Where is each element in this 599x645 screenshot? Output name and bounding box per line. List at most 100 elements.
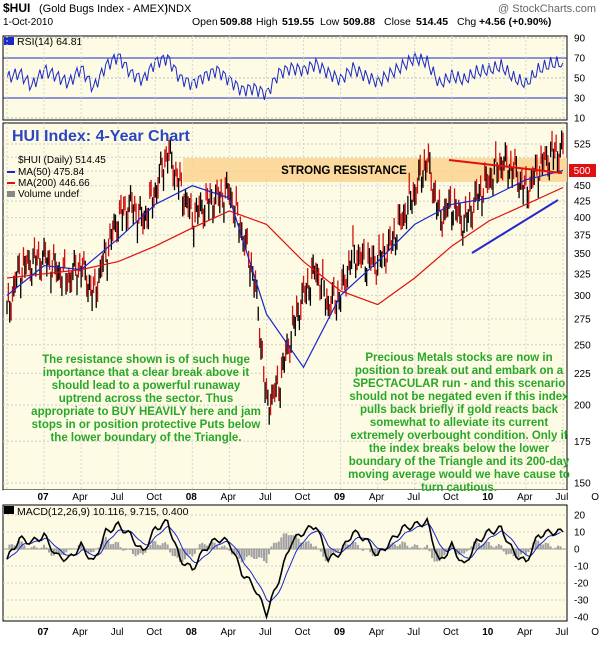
low-value: 509.88 xyxy=(343,16,375,28)
x-tick-label: 08 xyxy=(186,492,198,503)
x-tick-label: 08 xyxy=(186,627,198,638)
price-tick-label: 150 xyxy=(574,479,591,490)
rsi-legend: RSI(14) 64.81 xyxy=(17,36,83,48)
chg-value: +4.56 (+0.90%) xyxy=(479,16,551,28)
x-tick-label: Apr xyxy=(72,492,88,503)
triangle-upper-boundary xyxy=(448,159,563,174)
rsi-tick-label: 50 xyxy=(574,74,586,85)
legend-volume: Volume undef xyxy=(18,189,79,200)
x-tick-label: Jul xyxy=(111,627,124,638)
chg-label: Chg xyxy=(457,16,476,28)
price-tick-label: 425 xyxy=(574,197,591,208)
macd-tick-label: -20 xyxy=(574,579,589,590)
macd-panel xyxy=(2,504,568,622)
x-tick-label: Apr xyxy=(517,492,533,503)
rsi-panel xyxy=(2,35,568,121)
x-tick-label: Oct xyxy=(146,492,162,503)
rsi-tick-label: 70 xyxy=(574,54,586,65)
x-tick-label: 09 xyxy=(334,627,346,638)
price-panel xyxy=(2,122,568,491)
price-tick-label: 200 xyxy=(574,401,591,412)
x-tick-label: Oct xyxy=(295,627,311,638)
macd-signal-line xyxy=(6,523,561,603)
x-tick-label: Apr xyxy=(369,627,385,638)
x-tick-label: Apr xyxy=(221,492,237,503)
macd-ticks: 20 10 0 -10 -20 -30 -40 xyxy=(574,511,589,624)
x-tick-label: Oct xyxy=(443,492,459,503)
x-tick-label: Oct xyxy=(591,492,599,503)
x-tick-label: Jul xyxy=(259,492,272,503)
x-tick-label: Apr xyxy=(517,627,533,638)
legend-ma200: MA(200) 446.66 xyxy=(18,178,90,189)
ma50-line xyxy=(6,169,564,369)
price-tick-label: 275 xyxy=(574,314,591,325)
rsi-legend-swatch xyxy=(4,37,14,45)
x-tick-label: Jul xyxy=(556,492,569,503)
x-axis-top xyxy=(3,490,567,502)
low-label: Low xyxy=(320,16,340,28)
rsi-tick-label: 30 xyxy=(574,94,586,105)
x-tick-label: Jul xyxy=(556,627,569,638)
price-tick-label: 300 xyxy=(574,291,591,302)
macd-tick-label: -40 xyxy=(574,613,589,624)
close-value: 514.45 xyxy=(416,16,448,28)
high-value: 519.55 xyxy=(282,16,314,28)
high-label: High xyxy=(256,16,278,28)
x-tick-label: 10 xyxy=(482,492,494,503)
macd-tick-label: -30 xyxy=(574,596,589,607)
rsi-series-line xyxy=(6,51,564,100)
annotation-right: Precious Metals stocks are now in positi… xyxy=(348,352,570,494)
x-tick-label: Apr xyxy=(72,627,88,638)
annotation-left: The resistance shown is of such huge imp… xyxy=(31,354,261,444)
x-tick-label: Apr xyxy=(369,492,385,503)
x-tick-label: Oct xyxy=(443,627,459,638)
x-axis-top-labels: 07 Apr Jul Oct 08 Apr Jul Oct 09 Apr Jul Oct 10 Apr Ju… xyxy=(37,492,599,503)
price-tick-label: 400 xyxy=(574,213,591,224)
rsi-tick-label: 90 xyxy=(574,34,586,45)
x-tick-label: Jul xyxy=(407,492,420,503)
price-tick-label: 175 xyxy=(574,437,591,448)
x-tick-label: Oct xyxy=(591,627,599,638)
rsi-tick-label: 10 xyxy=(574,114,586,125)
resistance-label: STRONG RESISTANCE xyxy=(281,165,407,177)
price-tick-label: 350 xyxy=(574,249,591,260)
macd-tick-label: 20 xyxy=(574,511,586,522)
ma200-line xyxy=(6,186,564,306)
x-tick-label: Oct xyxy=(295,492,311,503)
price-tick-label: 450 xyxy=(574,181,591,192)
index-name: (Gold Bugs Index - AMEX) xyxy=(39,3,168,15)
price-bars xyxy=(6,130,564,425)
x-axis-bottom-labels: 07 Apr Jul Oct 08 Apr Jul Oct 09 Apr Jul Oct 10 Apr Ju… xyxy=(37,627,599,638)
price-tick-label: 325 xyxy=(574,269,591,280)
x-tick-label: Jul xyxy=(111,492,124,503)
macd-tick-label: -10 xyxy=(574,562,589,573)
macd-tick-label: 0 xyxy=(574,545,580,556)
symbol: $HUI xyxy=(3,1,30,15)
price-tick-label: 225 xyxy=(574,369,591,380)
price-tick-label: 375 xyxy=(574,231,591,242)
rsi-ticks: 90 70 50 30 10 xyxy=(574,34,586,125)
x-tick-label: Jul xyxy=(407,627,420,638)
macd-tick-label: 10 xyxy=(574,528,586,539)
x-tick-label: 07 xyxy=(37,627,49,638)
price-ticks: 5254754504254003753503253002752502252001… xyxy=(574,140,591,490)
x-tick-label: Apr xyxy=(221,627,237,638)
open-label: Open xyxy=(192,16,218,28)
macd-legend-swatch xyxy=(4,506,14,514)
legend-price: $HUI (Daily) 514.45 xyxy=(18,155,106,166)
legend-volume-swatch xyxy=(7,191,15,197)
last-price-tag-text: 500 xyxy=(574,166,591,177)
open-value: 509.88 xyxy=(220,16,252,28)
exchange: INDX xyxy=(165,3,192,15)
x-tick-label: Jul xyxy=(259,627,272,638)
watermark: @ StockCharts.com xyxy=(498,3,596,15)
x-tick-label: Oct xyxy=(146,627,162,638)
price-tick-label: 250 xyxy=(574,340,591,351)
macd-legend: MACD(12,26,9) 10.116, 9.715, 0.400 xyxy=(17,506,189,518)
x-tick-label: 10 xyxy=(482,627,494,638)
macd-line xyxy=(6,516,564,620)
x-tick-label: 09 xyxy=(334,492,346,503)
legend-ma50: MA(50) 475.84 xyxy=(18,167,85,178)
chart-date: 1-Oct-2010 xyxy=(3,17,53,28)
